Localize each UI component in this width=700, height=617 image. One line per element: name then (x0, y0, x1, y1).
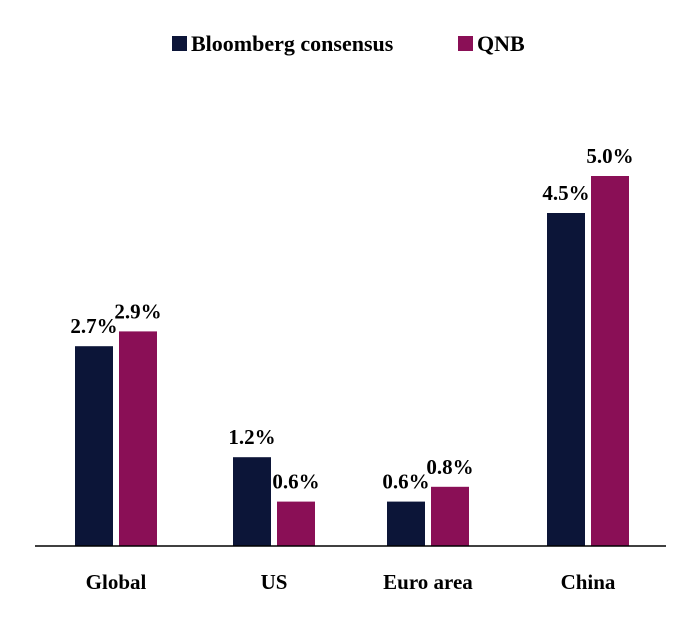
data-label-china-series-2: 5.0% (586, 144, 633, 168)
data-label-euro-area-series-2: 0.8% (426, 455, 473, 479)
legend-swatch-qnb (458, 36, 473, 51)
bar-global-series-1 (75, 346, 113, 546)
x-tick-label-global: Global (86, 570, 147, 594)
data-label-euro-area-series-1: 0.6% (382, 470, 429, 494)
data-label-us-series-1: 1.2% (228, 425, 275, 449)
data-label-us-series-2: 0.6% (272, 470, 319, 494)
data-label-global-series-2: 2.9% (114, 299, 161, 323)
x-tick-label-euro-area: Euro area (383, 570, 473, 594)
legend: Bloomberg consensus QNB (172, 31, 525, 56)
bar-euro-area-series-2 (431, 486, 469, 546)
bar-us-series-2 (277, 501, 315, 546)
bar-china-series-1 (547, 213, 585, 546)
x-tick-label-china: China (561, 570, 616, 594)
x-tick-label-us: US (261, 570, 288, 594)
data-labels-group: 2.7%2.9%1.2%0.6% 0.6%0.8%4.5%5.0% (70, 144, 633, 494)
bar-euro-area-series-1 (387, 501, 425, 546)
data-label-china-series-1: 4.5% (542, 181, 589, 205)
bar-us-series-1 (233, 457, 271, 546)
data-label-global-series-1: 2.7% (70, 314, 117, 338)
legend-swatch-bloomberg-consensus (172, 36, 187, 51)
bar-global-series-2 (119, 331, 157, 546)
legend-label-qnb: QNB (477, 31, 525, 56)
x-tick-labels-group: Global US Euro area China (86, 570, 616, 594)
legend-label-bloomberg-consensus: Bloomberg consensus (191, 31, 394, 56)
bar-china-series-2 (591, 176, 629, 546)
bars-group (75, 176, 629, 546)
